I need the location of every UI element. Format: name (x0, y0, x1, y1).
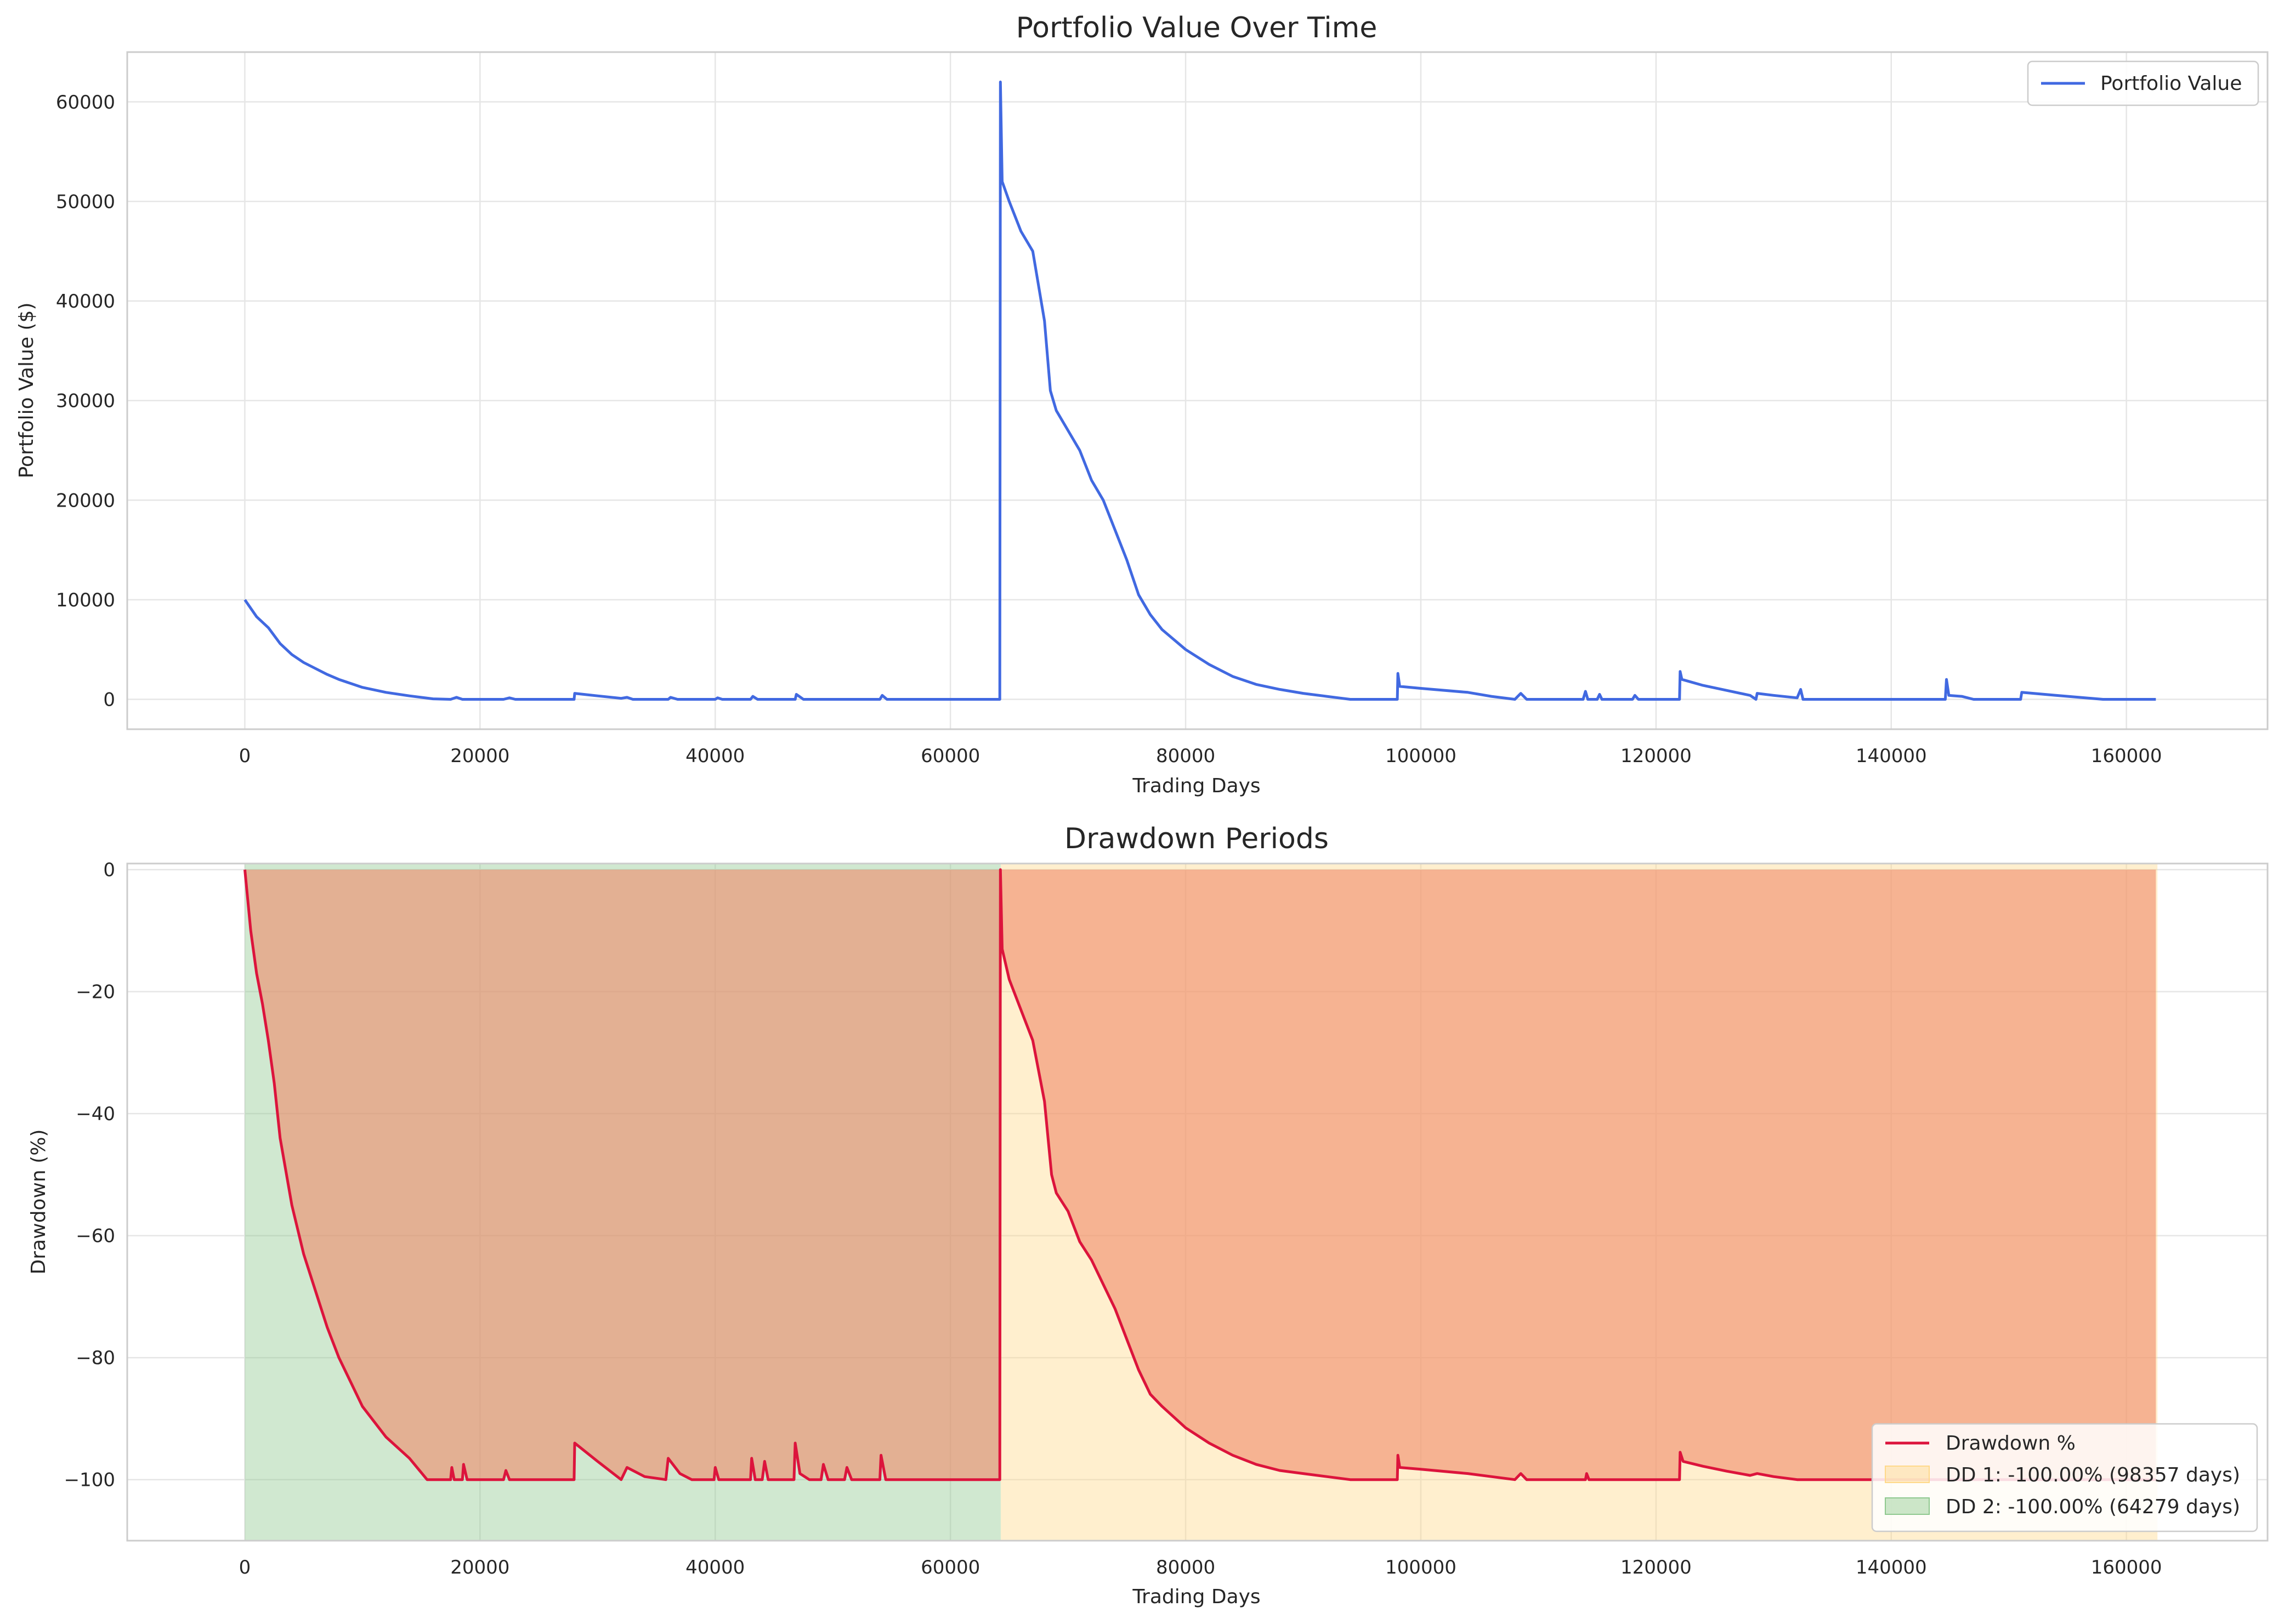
y-tick-label: 30000 (56, 390, 115, 412)
x-tick-label: 140000 (1856, 745, 1927, 767)
x-tick-label: 140000 (1856, 1557, 1927, 1578)
y-tick-label: 40000 (56, 291, 115, 313)
x-tick-label: 160000 (2091, 1557, 2162, 1578)
x-axis-label: Trading Days (1132, 1586, 1260, 1608)
x-tick-label: 40000 (685, 1557, 745, 1578)
x-tick-label: 60000 (921, 745, 980, 767)
drawdown-area (245, 870, 2156, 1480)
y-tick-label: 0 (103, 859, 115, 881)
legend-box (2027, 60, 2259, 106)
x-axis-label: Trading Days (1132, 775, 1260, 797)
y-tick-label: 20000 (56, 490, 115, 512)
legend-label-drawdown: Drawdown % (1946, 1432, 2076, 1455)
y-tick-label: −20 (76, 981, 115, 1003)
x-tick-labels: 0 20000 40000 60000 80000 100000 120000 140000 1… (239, 745, 2162, 767)
plot-area (243, 81, 2156, 701)
x-tick-label: 0 (239, 1557, 251, 1578)
x-tick-label: 80000 (1156, 1557, 1215, 1578)
portfolio-chart: Portfolio Value Over Time 0 20000 40000 600… (15, 12, 2269, 797)
drawdown-line (243, 868, 2156, 1481)
legend-box (1871, 1423, 2258, 1532)
x-tick-label: 120000 (1620, 1557, 1692, 1578)
gridlines (127, 52, 2268, 729)
legend-label-dd2: DD 2: -100.00% (64279 days) (1946, 1496, 2240, 1518)
legend: Portfolio Value (2027, 60, 2259, 106)
x-tick-label: 100000 (1385, 1557, 1456, 1578)
legend-label: Portfolio Value (2100, 72, 2242, 95)
x-tick-label: 0 (239, 745, 251, 767)
y-tick-label: −100 (64, 1469, 115, 1491)
portfolio-value-line (243, 81, 2156, 701)
drawdown-chart: Drawdown Periods 0 20000 40000 60000 80000 10… (27, 822, 2269, 1608)
y-tick-label: 10000 (56, 589, 115, 611)
y-tick-label: 0 (103, 689, 115, 711)
y-tick-label: 60000 (56, 92, 115, 113)
plot-area (243, 864, 2158, 1541)
y-axis-label: Portfolio Value ($) (15, 303, 38, 479)
y-tick-label: −60 (76, 1225, 115, 1247)
y-tick-label: −40 (76, 1103, 115, 1125)
x-tick-label: 160000 (2091, 745, 2162, 767)
legend-label-dd1: DD 1: -100.00% (98357 days) (1946, 1464, 2240, 1486)
x-tick-label: 100000 (1385, 745, 1456, 767)
chart-title: Drawdown Periods (1064, 822, 1329, 855)
y-tick-label: −80 (76, 1347, 115, 1369)
x-tick-labels: 0 20000 40000 60000 80000 100000 120000 140000 1… (239, 1557, 2162, 1578)
chart-title: Portfolio Value Over Time (1016, 12, 1378, 44)
legend-swatch-dd2 (1885, 1497, 1930, 1515)
y-tick-labels: 0 −20 −40 −60 −80 −100 (64, 859, 115, 1491)
y-tick-labels: 0 10000 20000 30000 40000 50000 60000 (56, 92, 115, 711)
axes-frame (126, 51, 2269, 730)
x-tick-label: 80000 (1156, 745, 1215, 767)
x-tick-label: 60000 (921, 1557, 980, 1578)
x-tick-label: 20000 (450, 1557, 509, 1578)
axes-frame (126, 862, 2269, 1542)
legend-swatch-dd1 (1885, 1466, 1930, 1483)
x-tick-label: 20000 (450, 745, 509, 767)
y-axis-label: Drawdown (%) (27, 1129, 50, 1275)
legend: Drawdown % DD 1: -100.00% (98357 days) D… (1871, 1423, 2258, 1532)
y-tick-label: 50000 (56, 191, 115, 213)
x-tick-label: 120000 (1620, 745, 1692, 767)
x-tick-label: 40000 (685, 745, 745, 767)
